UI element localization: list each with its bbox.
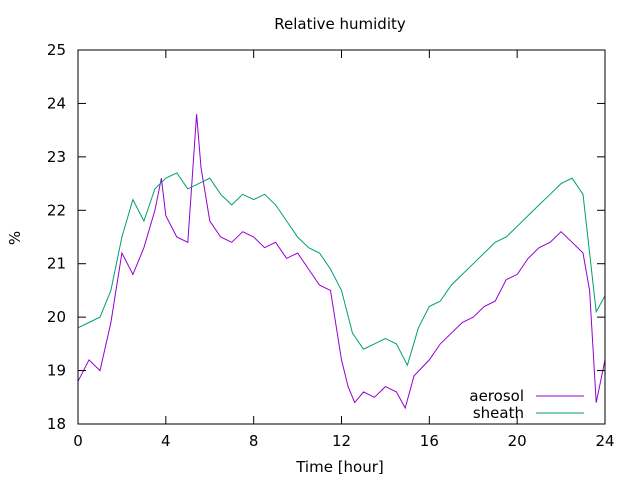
legend-label-sheath: sheath — [473, 404, 524, 422]
y-tick-label: 22 — [47, 201, 66, 219]
y-tick-label: 23 — [47, 148, 66, 166]
x-tick-label: 8 — [249, 432, 259, 450]
tick-layer: 0 4 8 12 16 20 24 18 19 20 21 22 23 24 25 — [47, 41, 615, 450]
x-tick-label: 4 — [161, 432, 171, 450]
y-tick-label: 20 — [47, 308, 66, 326]
y-tick-label: 25 — [47, 41, 66, 59]
y-tick-label: 24 — [47, 94, 66, 112]
series-layer — [77, 114, 606, 410]
x-tick-label: 12 — [332, 432, 351, 450]
x-axis-label: Time [hour] — [295, 458, 384, 476]
chart-title: Relative humidity — [274, 15, 406, 33]
x-tick-label: 16 — [420, 432, 439, 450]
series-line-aerosol — [77, 114, 606, 410]
x-tick-label: 20 — [508, 432, 527, 450]
legend-label-aerosol: aerosol — [469, 387, 524, 405]
x-tick-label: 0 — [73, 432, 83, 450]
y-tick-label: 21 — [47, 255, 66, 273]
x-tick-label: 24 — [595, 432, 614, 450]
plot-frame — [77, 49, 606, 425]
y-axis-label: % — [6, 231, 24, 245]
y-tick-label: 18 — [47, 415, 66, 433]
y-tick-label: 19 — [47, 362, 66, 380]
series-line-sheath — [77, 172, 606, 367]
